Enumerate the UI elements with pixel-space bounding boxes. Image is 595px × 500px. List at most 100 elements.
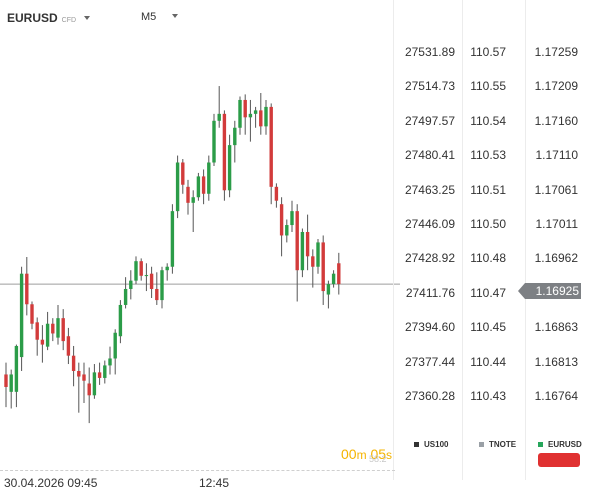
timeframe-label: M5 xyxy=(141,11,157,23)
candle-body xyxy=(77,370,81,377)
bearish-candle xyxy=(274,183,279,208)
bullish-candle xyxy=(165,263,169,281)
bullish-candle xyxy=(108,346,112,375)
legend-us100[interactable]: US100 xyxy=(414,440,448,449)
time-axis[interactable]: 30.04.2026 09:45 12:45 xyxy=(0,472,400,500)
candle-body xyxy=(186,186,190,203)
bullish-candle xyxy=(118,300,123,344)
bearish-candle xyxy=(337,252,341,295)
bullish-candle xyxy=(207,155,211,201)
chart-header: EURUSD CFD M5 xyxy=(0,0,400,36)
tnote-axis-label: 110.45 xyxy=(470,320,506,335)
candle-body xyxy=(108,358,112,366)
bearish-candle xyxy=(77,362,81,413)
tnote-axis-label: 110.51 xyxy=(470,182,506,197)
candle-body xyxy=(201,176,206,194)
tnote-axis-label: 110.50 xyxy=(470,217,506,231)
candle-body xyxy=(14,345,19,392)
candle-body xyxy=(45,323,50,347)
candle-body xyxy=(71,355,76,371)
candle-body xyxy=(305,231,310,257)
bullish-candle xyxy=(129,270,133,300)
bearish-candle xyxy=(186,179,190,215)
candle-body xyxy=(238,99,242,128)
candle-body xyxy=(97,372,102,378)
bearish-candle xyxy=(259,93,263,135)
bullish-candle xyxy=(285,219,289,243)
candle-body xyxy=(134,261,138,281)
chevron-down-icon xyxy=(172,14,179,18)
faded-indicator-value: 58.2 xyxy=(369,454,387,464)
candle-body xyxy=(123,288,128,305)
bearish-candle xyxy=(269,103,273,205)
us100-axis-label: 27497.57 xyxy=(404,113,455,128)
candle-body xyxy=(144,275,149,277)
candle-body xyxy=(155,288,159,301)
bullish-candle xyxy=(191,190,195,232)
bearish-candle xyxy=(25,257,29,316)
us100-axis-label: 27411.76 xyxy=(405,285,455,300)
eurusd-axis-label: 1.16863 xyxy=(534,320,578,335)
eurusd-axis-label: 1.17259 xyxy=(534,45,578,59)
current-price-tag: 1.16925 xyxy=(518,283,581,299)
bullish-candle xyxy=(196,172,201,201)
eurusd-active-badge[interactable] xyxy=(538,453,580,467)
candle-body xyxy=(30,304,34,324)
bearish-candle xyxy=(4,362,8,408)
candlestick-chart[interactable] xyxy=(0,0,400,472)
timeframe-selector[interactable]: M5 xyxy=(141,11,179,23)
candle-body xyxy=(25,273,29,305)
bullish-candle xyxy=(134,256,138,285)
countdown-minutes: 00 xyxy=(341,446,357,462)
x-axis-divider xyxy=(0,470,395,471)
bullish-candle xyxy=(92,364,97,399)
candle-countdown: 00m 05s xyxy=(341,446,392,462)
bullish-candle xyxy=(103,360,107,384)
time-label: 30.04.2026 09:45 xyxy=(4,476,98,490)
candle-body xyxy=(19,273,24,358)
us100-axis-label: 27463.25 xyxy=(404,182,455,197)
symbol-selector[interactable]: EURUSD CFD xyxy=(7,11,91,25)
bullish-candle xyxy=(14,344,19,408)
candle-body xyxy=(9,374,13,392)
candle-body xyxy=(165,266,169,271)
current-price-value: 1.16925 xyxy=(535,284,579,298)
bullish-candle xyxy=(300,228,305,278)
bullish-candle xyxy=(45,311,50,351)
square-icon xyxy=(538,442,543,447)
tnote-axis-label: 110.43 xyxy=(470,389,506,403)
candle-body xyxy=(311,256,315,267)
bearish-candle xyxy=(97,362,102,385)
bullish-candle xyxy=(9,369,13,409)
bullish-candle xyxy=(19,266,24,371)
bearish-candle xyxy=(295,204,299,302)
bullish-candle xyxy=(175,155,180,219)
price-axis-divider xyxy=(525,0,526,480)
bearish-candle xyxy=(321,235,325,305)
bearish-candle xyxy=(181,159,185,194)
candle-body xyxy=(113,332,117,359)
candle-body xyxy=(264,106,268,127)
legend-eurusd[interactable]: EURUSD xyxy=(538,440,582,449)
bearish-candle xyxy=(61,309,65,351)
bullish-candle xyxy=(144,263,149,292)
candle-body xyxy=(300,231,305,271)
candle-body xyxy=(129,280,133,289)
bearish-candle xyxy=(51,318,55,342)
bullish-candle xyxy=(233,120,237,163)
legend-tnote[interactable]: TNOTE xyxy=(479,440,516,449)
bullish-candle xyxy=(170,204,175,274)
bearish-candle xyxy=(82,362,86,403)
candle-body xyxy=(222,113,227,191)
us100-axis-label: 27377.44 xyxy=(404,354,455,369)
bullish-candle xyxy=(238,96,242,135)
bearish-candle xyxy=(149,266,154,299)
bullish-candle xyxy=(113,329,117,375)
tnote-axis-label: 110.44 xyxy=(470,354,506,369)
bullish-candle xyxy=(212,113,216,166)
candle-body xyxy=(87,383,91,396)
candle-body xyxy=(243,99,247,118)
bullish-candle xyxy=(248,99,253,142)
bearish-candle xyxy=(155,272,159,305)
bearish-candle xyxy=(40,325,45,363)
